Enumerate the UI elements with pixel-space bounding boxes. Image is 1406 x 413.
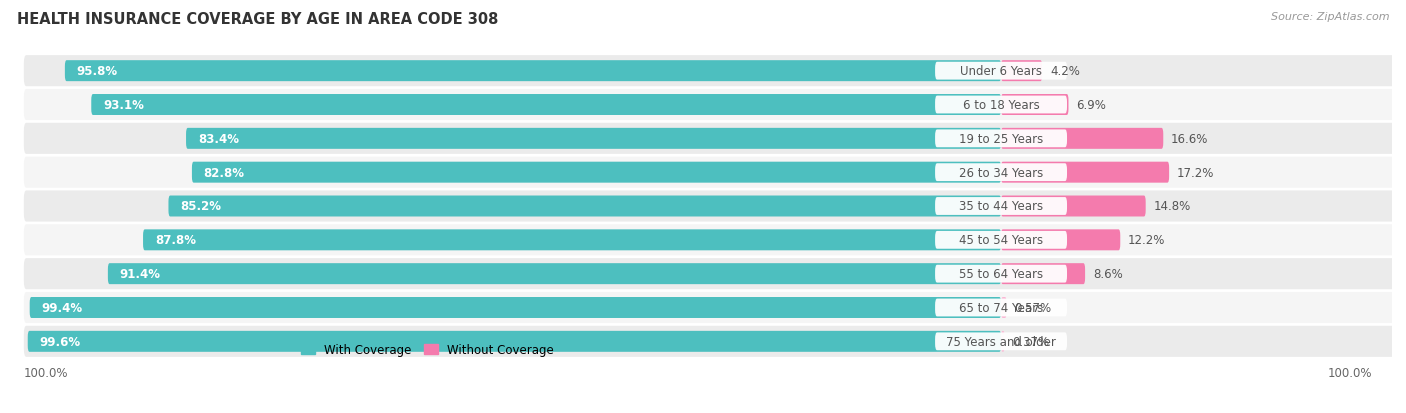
Text: Under 6 Years: Under 6 Years [960,65,1042,78]
Text: 55 to 64 Years: 55 to 64 Years [959,268,1043,280]
Text: 6 to 18 Years: 6 to 18 Years [963,99,1039,112]
Text: 83.4%: 83.4% [198,133,239,145]
FancyBboxPatch shape [1001,230,1121,251]
FancyBboxPatch shape [1001,331,1005,352]
Legend: With Coverage, Without Coverage: With Coverage, Without Coverage [297,338,558,361]
Text: 26 to 34 Years: 26 to 34 Years [959,166,1043,179]
FancyBboxPatch shape [935,96,1067,114]
Text: 14.8%: 14.8% [1153,200,1191,213]
Text: 16.6%: 16.6% [1171,133,1209,145]
Text: 12.2%: 12.2% [1128,234,1166,247]
FancyBboxPatch shape [24,259,1406,290]
FancyBboxPatch shape [24,56,1406,87]
FancyBboxPatch shape [1001,128,1163,150]
Text: 100.0%: 100.0% [24,366,69,379]
FancyBboxPatch shape [30,297,1001,318]
Text: 85.2%: 85.2% [180,200,221,213]
Text: 99.4%: 99.4% [41,301,83,314]
FancyBboxPatch shape [24,326,1406,357]
FancyBboxPatch shape [24,123,1406,154]
FancyBboxPatch shape [1001,61,1042,82]
Text: 65 to 74 Years: 65 to 74 Years [959,301,1043,314]
FancyBboxPatch shape [186,128,1001,150]
Text: 6.9%: 6.9% [1077,99,1107,112]
Text: 87.8%: 87.8% [155,234,195,247]
FancyBboxPatch shape [935,130,1067,148]
Text: 95.8%: 95.8% [76,65,118,78]
Text: 45 to 54 Years: 45 to 54 Years [959,234,1043,247]
FancyBboxPatch shape [935,164,1067,182]
Text: HEALTH INSURANCE COVERAGE BY AGE IN AREA CODE 308: HEALTH INSURANCE COVERAGE BY AGE IN AREA… [17,12,498,27]
FancyBboxPatch shape [143,230,1001,251]
FancyBboxPatch shape [1001,162,1170,183]
FancyBboxPatch shape [24,292,1406,323]
Text: 91.4%: 91.4% [120,268,160,280]
FancyBboxPatch shape [169,196,1001,217]
FancyBboxPatch shape [935,299,1067,317]
Text: 0.37%: 0.37% [1012,335,1050,348]
FancyBboxPatch shape [108,263,1001,285]
Text: 19 to 25 Years: 19 to 25 Years [959,133,1043,145]
Text: 100.0%: 100.0% [1327,366,1372,379]
Text: 75 Years and older: 75 Years and older [946,335,1056,348]
FancyBboxPatch shape [24,90,1406,121]
Text: 99.6%: 99.6% [39,335,80,348]
FancyBboxPatch shape [935,231,1067,249]
FancyBboxPatch shape [24,191,1406,222]
FancyBboxPatch shape [24,225,1406,256]
FancyBboxPatch shape [91,95,1001,116]
Text: 0.57%: 0.57% [1015,301,1052,314]
Text: 4.2%: 4.2% [1050,65,1080,78]
Text: 82.8%: 82.8% [204,166,245,179]
Text: 35 to 44 Years: 35 to 44 Years [959,200,1043,213]
FancyBboxPatch shape [1001,297,1007,318]
FancyBboxPatch shape [191,162,1001,183]
Text: 93.1%: 93.1% [103,99,143,112]
FancyBboxPatch shape [1001,196,1146,217]
Text: Source: ZipAtlas.com: Source: ZipAtlas.com [1271,12,1389,22]
Text: 8.6%: 8.6% [1092,268,1122,280]
Text: 17.2%: 17.2% [1177,166,1215,179]
FancyBboxPatch shape [935,63,1067,81]
FancyBboxPatch shape [28,331,1001,352]
FancyBboxPatch shape [935,197,1067,216]
FancyBboxPatch shape [1001,95,1069,116]
FancyBboxPatch shape [935,332,1067,350]
FancyBboxPatch shape [24,157,1406,188]
FancyBboxPatch shape [1001,263,1085,285]
FancyBboxPatch shape [935,265,1067,283]
FancyBboxPatch shape [65,61,1001,82]
